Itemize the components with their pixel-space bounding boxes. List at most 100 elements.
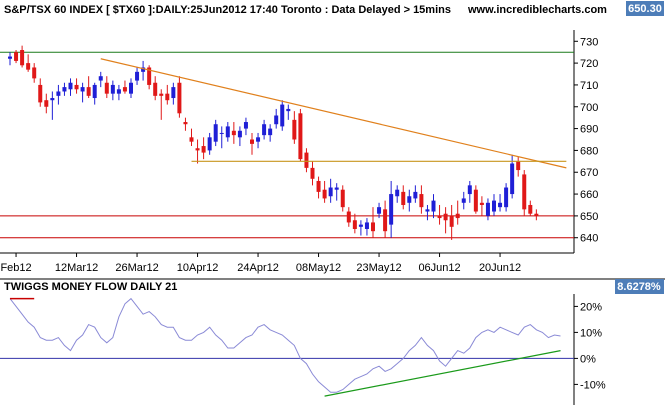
candle-body bbox=[437, 215, 442, 219]
candle-body bbox=[340, 189, 345, 208]
candle-body bbox=[165, 93, 170, 101]
price-y-tick-label: 680 bbox=[580, 145, 598, 157]
money-flow-line bbox=[9, 297, 561, 393]
candle-body bbox=[298, 113, 303, 160]
candle bbox=[292, 111, 297, 144]
candle-body bbox=[383, 209, 388, 232]
candle-body bbox=[443, 213, 448, 221]
money-flow-series bbox=[9, 297, 561, 397]
candle bbox=[110, 80, 115, 101]
date-x-tick-label: 08May12 bbox=[296, 262, 341, 274]
candle-body bbox=[492, 200, 496, 212]
candle-body bbox=[86, 87, 91, 96]
candle bbox=[516, 156, 521, 177]
candle bbox=[316, 176, 321, 199]
candle-body bbox=[135, 71, 140, 81]
candle-body bbox=[147, 67, 152, 85]
candle-body bbox=[401, 191, 406, 205]
candle bbox=[510, 154, 515, 199]
candle bbox=[280, 100, 285, 131]
candle bbox=[473, 185, 478, 214]
candle bbox=[153, 76, 158, 101]
candle-body bbox=[56, 91, 61, 96]
candle-body bbox=[177, 82, 182, 114]
candle-body bbox=[352, 220, 357, 229]
candle-body bbox=[50, 98, 55, 101]
candle-body bbox=[510, 163, 515, 195]
candle-body bbox=[195, 148, 200, 151]
candle bbox=[437, 204, 442, 225]
candle bbox=[262, 119, 267, 140]
candle-body bbox=[213, 124, 218, 142]
candle bbox=[86, 76, 91, 99]
candle-body bbox=[346, 211, 351, 223]
candle bbox=[256, 132, 261, 149]
candle-body bbox=[38, 84, 43, 103]
candle bbox=[304, 148, 309, 173]
money-flow-trendline bbox=[324, 350, 561, 397]
candle bbox=[298, 108, 303, 162]
price-horizontal-lines bbox=[0, 51, 574, 239]
candle bbox=[237, 126, 242, 147]
candle bbox=[147, 65, 152, 90]
price-panel: 640 650 660 670 680 690 700 710 720 730 Feb12 12Ma… bbox=[0, 30, 598, 274]
candle-body bbox=[516, 161, 521, 171]
candle-body bbox=[104, 82, 109, 94]
candle-body bbox=[256, 137, 261, 142]
candle-body bbox=[455, 213, 460, 219]
candle-body bbox=[44, 100, 49, 107]
candle-body bbox=[389, 194, 394, 225]
candle-body bbox=[141, 67, 146, 72]
candle bbox=[171, 82, 176, 105]
candle-body bbox=[431, 200, 436, 212]
candle-body bbox=[358, 224, 363, 227]
candle-body bbox=[32, 67, 37, 79]
candle-body bbox=[504, 187, 509, 208]
price-y-tick-label: 670 bbox=[580, 167, 598, 179]
candle-body bbox=[92, 84, 97, 99]
candle-body bbox=[110, 84, 115, 94]
candle bbox=[225, 122, 230, 142]
candle-body bbox=[498, 202, 503, 208]
candle bbox=[401, 185, 406, 210]
candle bbox=[26, 54, 31, 72]
candle-body bbox=[231, 130, 236, 136]
date-x-tick-label: 24Apr12 bbox=[237, 262, 279, 274]
price-y-tick-label: 660 bbox=[580, 189, 598, 201]
candle-body bbox=[262, 124, 267, 136]
candle bbox=[189, 128, 194, 147]
indicator-value-badge bbox=[615, 279, 664, 294]
money-flow-y-axis: 20% 10% 0% -10% bbox=[574, 301, 606, 391]
candle bbox=[504, 183, 509, 212]
candle-body bbox=[68, 82, 73, 90]
price-y-tick-label: 720 bbox=[580, 58, 598, 70]
candle bbox=[80, 82, 85, 103]
site-link[interactable]: www.incrediblecharts.com bbox=[467, 4, 607, 16]
candle bbox=[141, 60, 146, 81]
chart-title: S&P/TSX 60 INDEX [ $TX60 ]:DAILY:25Jun20… bbox=[4, 4, 451, 16]
price-y-tick-label: 710 bbox=[580, 80, 598, 92]
candle-body bbox=[98, 76, 103, 81]
candle bbox=[20, 45, 25, 68]
candle-body bbox=[286, 108, 291, 112]
candle-body bbox=[20, 50, 25, 66]
candle bbox=[8, 52, 12, 66]
candle-body bbox=[479, 202, 484, 205]
candle bbox=[485, 198, 490, 221]
candle-body bbox=[207, 137, 212, 151]
candle bbox=[56, 84, 61, 105]
candle bbox=[340, 185, 345, 212]
candle bbox=[74, 78, 79, 94]
candle-body bbox=[250, 139, 254, 144]
candle bbox=[328, 178, 333, 203]
candle bbox=[498, 194, 503, 212]
money-flow-y-tick-label: 20% bbox=[580, 301, 602, 313]
candle-body bbox=[413, 191, 418, 199]
candle-body bbox=[159, 93, 164, 96]
candle-body bbox=[316, 180, 321, 192]
candle bbox=[201, 137, 206, 160]
candle bbox=[62, 82, 67, 96]
candle bbox=[479, 196, 484, 216]
money-flow-y-tick-label: 10% bbox=[580, 327, 602, 339]
